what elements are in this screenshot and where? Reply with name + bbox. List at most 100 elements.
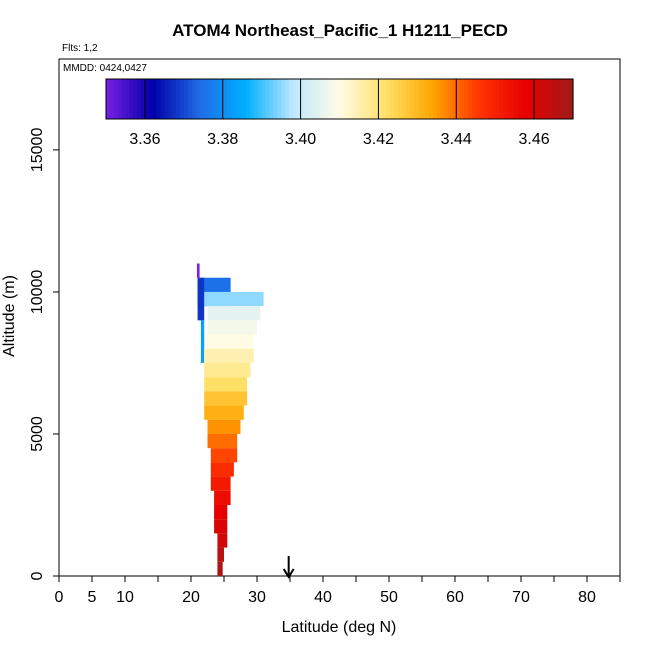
x-axis: 0 5 10 20 30 40 50 60 70 80 — [55, 576, 621, 606]
colorbar-segment — [506, 79, 512, 119]
colorbar-segment — [168, 79, 173, 119]
chart-title: ATOM4 Northeast_Pacific_1 H1211_PECD — [172, 21, 508, 40]
colorbar-segment — [464, 79, 469, 119]
colorbar-segment — [199, 79, 204, 119]
colorbar-segment — [335, 79, 341, 119]
data-cell-21 — [217, 533, 228, 548]
colorbar-segment — [487, 79, 492, 119]
y-tick-label: 5000 — [29, 416, 46, 452]
colorbar-segment — [534, 79, 539, 119]
colorbar-segment — [479, 79, 485, 119]
colorbar-segment — [405, 79, 411, 119]
colorbar-segment — [526, 79, 531, 119]
colorbar-segment — [425, 79, 430, 119]
data-cell-2 — [197, 277, 205, 321]
colorbar-segment — [277, 79, 282, 119]
colorbar-segment — [541, 79, 547, 119]
colorbar-segment — [172, 79, 177, 119]
colorbar-segment — [347, 79, 352, 119]
data-cell-4 — [207, 306, 261, 321]
y-tick-label: 0 — [29, 571, 46, 580]
colorbar-segment — [401, 79, 407, 119]
position-marker — [282, 556, 295, 579]
colorbar-segment — [456, 79, 461, 119]
x-tick-label: 50 — [380, 589, 398, 606]
colorbar-segment — [211, 79, 216, 119]
x-tick-label: 40 — [314, 589, 332, 606]
colorbar-segment — [514, 79, 520, 119]
data-cell-11 — [204, 391, 248, 406]
data-cell-10 — [204, 377, 248, 392]
colorbar-segment — [137, 79, 142, 119]
colorbar-segment — [129, 79, 134, 119]
colorbar-segment — [386, 79, 391, 119]
data-cell-20 — [214, 519, 228, 534]
x-tick-label: 0 — [55, 589, 64, 606]
colorbar-segment — [417, 79, 422, 119]
data-cell-0 — [196, 263, 200, 278]
x-tick-label: 70 — [512, 589, 530, 606]
flights-note: Flts: 1,2 — [62, 43, 98, 54]
colorbar-segment — [214, 79, 220, 119]
y-tick-label: 10000 — [29, 270, 46, 315]
colorbar-segment — [156, 79, 162, 119]
data-cell-8 — [204, 348, 254, 363]
data-cells — [196, 263, 264, 576]
data-cell-17 — [210, 476, 231, 491]
data-cell-14 — [207, 433, 238, 449]
colorbar-segment — [195, 79, 200, 119]
colorbar-segment — [281, 79, 286, 119]
colorbar-segment — [390, 79, 395, 119]
colorbar-segment — [261, 79, 267, 119]
colorbar-segment — [203, 79, 208, 119]
colorbar-segment — [475, 79, 481, 119]
colorbar-segment — [397, 79, 403, 119]
colorbar-segment — [246, 79, 251, 119]
colorbar-segment — [109, 79, 115, 119]
colorbar: 3.36 3.38 3.40 3.42 3.44 3.46 — [105, 78, 574, 148]
colorbar-segment — [553, 79, 559, 119]
colorbar-segment — [491, 79, 496, 119]
colorbar-segment — [569, 79, 574, 119]
colorbar-segment — [518, 79, 524, 119]
colorbar-segment — [355, 79, 360, 119]
data-cell-7 — [200, 320, 205, 363]
colorbar-segment — [265, 79, 271, 119]
colorbar-segment — [358, 79, 364, 119]
colorbar-segment — [133, 79, 138, 119]
colorbar-tick-label: 3.38 — [207, 131, 238, 148]
data-cell-13 — [207, 419, 241, 434]
colorbar-segment — [327, 79, 333, 119]
colorbar-tick-label: 3.42 — [363, 131, 394, 148]
colorbar-segment — [421, 79, 426, 119]
colorbar-segment — [565, 79, 570, 119]
colorbar-segment — [444, 79, 450, 119]
x-tick-label: 30 — [248, 589, 266, 606]
colorbar-segment — [370, 79, 376, 119]
colorbar-segment — [362, 79, 368, 119]
colorbar-segment — [502, 79, 508, 119]
colorbar-segment — [141, 79, 146, 119]
colorbar-segment — [499, 79, 504, 119]
colorbar-segment — [106, 79, 111, 119]
colorbar-segment — [343, 79, 348, 119]
colorbar-segment — [452, 79, 457, 119]
colorbar-segment — [308, 79, 313, 119]
colorbar-segment — [292, 79, 298, 119]
data-cell-6 — [204, 334, 254, 349]
colorbar-segment — [273, 79, 278, 119]
data-cell-15 — [210, 448, 238, 463]
colorbar-segment — [222, 79, 228, 119]
colorbar-segment — [351, 79, 356, 119]
x-tick-label: 60 — [446, 589, 464, 606]
colorbar-segment — [288, 79, 294, 119]
x-tick-label: 80 — [578, 589, 596, 606]
colorbar-segment — [374, 79, 380, 119]
colorbar-segment — [218, 79, 224, 119]
colorbar-segment — [522, 79, 527, 119]
y-axis-label: Altitude (m) — [1, 275, 18, 357]
colorbar-segment — [331, 79, 337, 119]
colorbar-segment — [300, 79, 306, 119]
colorbar-tick-label: 3.36 — [129, 131, 160, 148]
colorbar-segment — [125, 79, 130, 119]
